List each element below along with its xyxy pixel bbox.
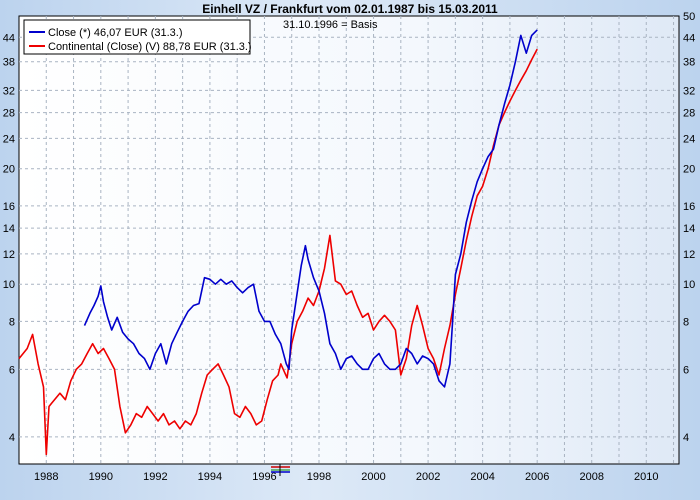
- y-tick-right-4: 4: [683, 432, 689, 444]
- x-tick-label-1996: 1996: [252, 471, 276, 483]
- y-tick-right-14: 14: [683, 223, 695, 235]
- y-tick-left-20: 20: [3, 164, 15, 176]
- y-tick-right-16: 16: [683, 201, 695, 213]
- x-tick-label-2002: 2002: [416, 471, 440, 483]
- y-tick-left-10: 10: [3, 279, 15, 291]
- series-line-continental: [18, 48, 538, 456]
- y-tick-right-38: 38: [683, 57, 695, 69]
- y-tick-left-44: 44: [3, 32, 15, 44]
- legend-label-close: Close (*) 46,07 EUR (31.3.): [48, 27, 183, 39]
- x-tick-label-1990: 1990: [89, 471, 113, 483]
- series-lines: [18, 29, 538, 456]
- y-tick-left-14: 14: [3, 223, 15, 235]
- y-tick-left-16: 16: [3, 201, 15, 213]
- y-tick-right-6: 6: [683, 364, 689, 376]
- y-tick-right-12: 12: [683, 249, 695, 261]
- x-tick-label-2010: 2010: [634, 471, 658, 483]
- y-tick-left-32: 32: [3, 85, 15, 97]
- legend-label-continental: Continental (Close) (V) 88,78 EUR (31.3.…: [48, 41, 252, 53]
- y-tick-right-28: 28: [683, 108, 695, 120]
- tick-labels: 1988 1990 1992 1994 1996 1998 2000 2002 2004 2006…: [3, 11, 696, 483]
- x-tick-label-1988: 1988: [34, 471, 58, 483]
- x-tick-label-2006: 2006: [525, 471, 549, 483]
- y-tick-left-6: 6: [9, 364, 15, 376]
- y-tick-left-24: 24: [3, 133, 15, 145]
- x-tick-label-1992: 1992: [143, 471, 167, 483]
- y-tick-right-44: 44: [683, 32, 695, 44]
- y-tick-right-50: 50: [683, 11, 695, 23]
- legend: Close (*) 46,07 EUR (31.3.) Continental …: [23, 19, 252, 55]
- x-tick-label-2004: 2004: [470, 471, 494, 483]
- chart-title: Einhell VZ / Frankfurt vom 02.01.1987 bi…: [202, 2, 498, 16]
- y-tick-left-12: 12: [3, 249, 15, 261]
- basis-marker-icon: [271, 464, 290, 476]
- x-tick-label-1998: 1998: [307, 471, 331, 483]
- x-tick-label-2008: 2008: [579, 471, 603, 483]
- y-tick-right-20: 20: [683, 164, 695, 176]
- grid-lines: [19, 16, 679, 464]
- y-tick-right-10: 10: [683, 279, 695, 291]
- series-line-close: [83, 29, 538, 388]
- y-tick-right-32: 32: [683, 85, 695, 97]
- x-tick-label-1994: 1994: [198, 471, 222, 483]
- y-tick-right-24: 24: [683, 133, 695, 145]
- y-tick-left-8: 8: [9, 316, 15, 328]
- y-tick-left-4: 4: [9, 432, 15, 444]
- y-tick-left-28: 28: [3, 108, 15, 120]
- y-tick-left-38: 38: [3, 57, 15, 69]
- y-tick-right-8: 8: [683, 316, 689, 328]
- x-tick-label-2000: 2000: [361, 471, 385, 483]
- basis-annotation: 31.10.1996 = Basis: [283, 19, 378, 31]
